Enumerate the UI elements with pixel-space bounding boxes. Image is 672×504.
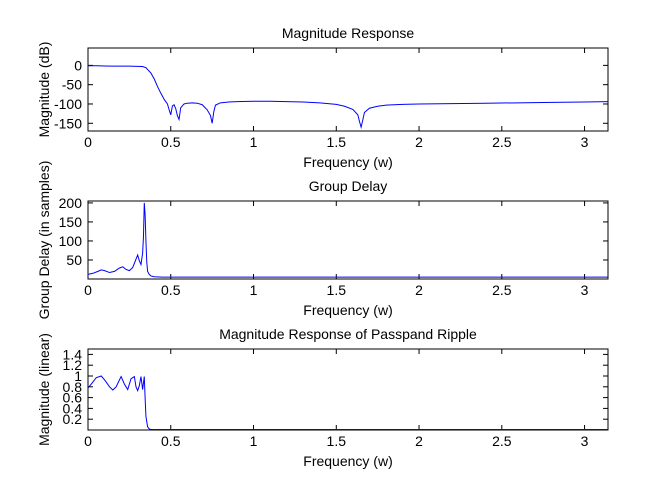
passband-ripple-x-tick-label: 0.5 [161,433,181,449]
passband-ripple-plot-frame [87,348,609,431]
magnitude-response-x-tick-label: 2.5 [492,134,512,150]
group-delay-y-tick-label: 100 [59,233,83,249]
group-delay-x-tick-label: 2.5 [492,282,512,298]
passband-ripple-y-axis-label: Magnitude (linear) [36,333,52,446]
group-delay-x-tick-label: 1 [250,282,258,298]
passband-ripple-x-tick-label: 1 [250,433,258,449]
magnitude-response-y-tick-label: -50 [62,77,82,93]
passband-ripple-y-tick-label: 0.8 [63,379,83,395]
group-delay-x-tick-label: 1.5 [327,282,347,298]
magnitude-response-x-tick-label: 3 [581,134,589,150]
passband-ripple-x-tick-label: 1.5 [327,433,347,449]
passband-ripple-x-tick-label: 2 [415,433,423,449]
magnitude-response-y-tick-label: -100 [54,96,82,112]
passband-ripple-x-tick-label: 2.5 [492,433,512,449]
magnitude-response-title: Magnitude Response [282,25,415,41]
magnitude-response-plot-frame [87,47,609,132]
magnitude-response-x-axis-label: Frequency (w) [303,154,392,170]
group-delay-y-tick-label: 50 [66,252,82,268]
group-delay-axes: 0 0.5 1 1.5 2 2.5 3 50 100 150 200 Group Delay Frequ… [36,161,609,320]
passband-ripple-x-tick-label: 0 [84,433,92,449]
magnitude-response-y-axis-label: Magnitude (dB) [36,42,52,138]
magnitude-response-x-tick-label: 2 [415,134,423,150]
group-delay-x-tick-label: 0 [84,282,92,298]
magnitude-response-x-tick-label: 0 [84,134,92,150]
passband-ripple-y-tick-label: 1.2 [63,357,83,373]
passband-ripple-axes: 0 0.5 1 1.5 2 2.5 30.20.40.60.811.21.4Magnitud… [36,326,609,469]
group-delay-x-axis-label: Frequency (w) [303,302,392,318]
magnitude-response-x-tick-label: 1.5 [327,134,347,150]
passband-ripple-y-tick-label: 1 [74,368,82,384]
passband-ripple-x-tick-label: 3 [581,433,589,449]
magnitude-response-x-tick-label: 1 [250,134,258,150]
magnitude-response-series-line [88,65,608,130]
group-delay-title: Group Delay [309,178,388,194]
passband-ripple-series-line [88,375,608,430]
magnitude-response-axes: 0 0.5 1 1.5 2 2.5 3 -150 -100 -50 0 Magnitude Respo… [36,25,609,170]
passband-ripple-y-tick-label: 0.6 [63,390,83,406]
passband-ripple-title: Magnitude Response of Passpand Ripple [219,326,477,342]
group-delay-y-axis-label: Group Delay (in samples) [36,161,52,320]
magnitude-response-y-tick-label: -150 [54,115,82,131]
group-delay-series-line [88,202,608,278]
group-delay-y-tick-label: 150 [59,214,83,230]
passband-ripple-x-axis-label: Frequency (w) [303,453,392,469]
group-delay-plot-frame [87,200,609,280]
magnitude-response-x-tick-label: 0.5 [161,134,181,150]
magnitude-response-y-tick-label: 0 [74,57,82,73]
group-delay-x-tick-label: 0.5 [161,282,181,298]
group-delay-y-tick-label: 200 [59,195,83,211]
passband-ripple-y-tick-label: 1.4 [63,346,83,362]
group-delay-x-tick-label: 2 [415,282,423,298]
passband-ripple-y-tick-label: 0.4 [63,400,83,416]
group-delay-x-tick-label: 3 [581,282,589,298]
passband-ripple-y-tick-label: 0.2 [63,411,83,427]
